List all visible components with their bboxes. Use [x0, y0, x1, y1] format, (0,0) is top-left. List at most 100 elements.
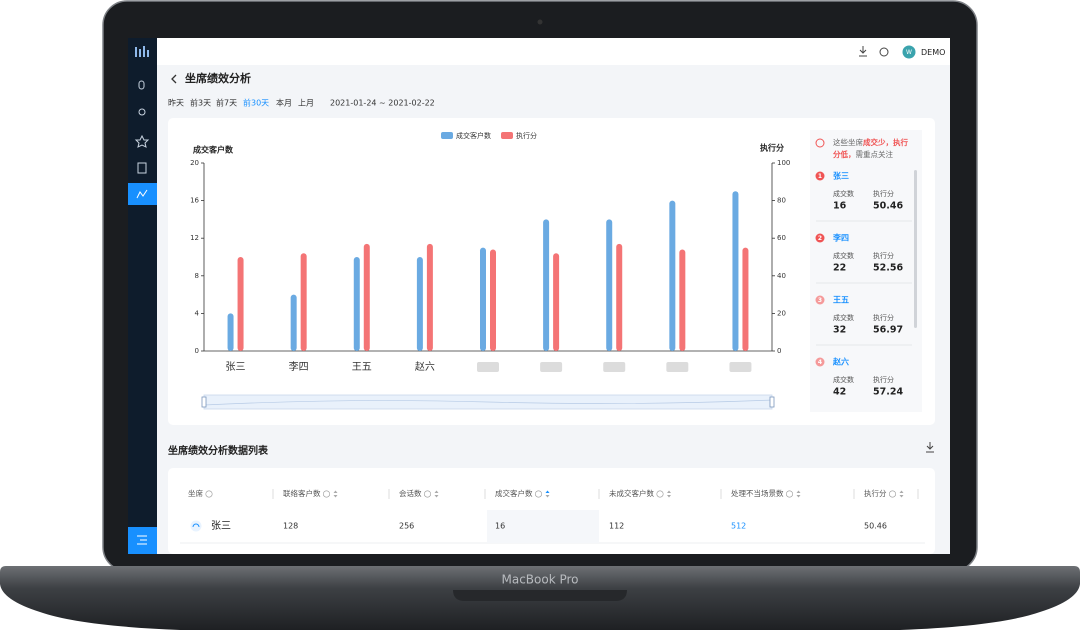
date-range[interactable]: 2021-01-24 ~ 2021-02-22: [330, 99, 435, 108]
bar[interactable]: [300, 253, 307, 351]
download-icon[interactable]: [859, 46, 867, 57]
bar[interactable]: [227, 313, 234, 351]
bar[interactable]: [606, 219, 613, 351]
bar[interactable]: [353, 257, 360, 351]
date-filter[interactable]: 昨天: [168, 98, 184, 108]
deals-label: 成交数: [833, 375, 854, 384]
column-header[interactable]: 成交客户数: [495, 488, 533, 498]
avatar[interactable]: [902, 45, 916, 59]
cell-link[interactable]: 512: [731, 522, 746, 531]
menu-icon: [137, 535, 147, 545]
blurred-label: [603, 362, 626, 372]
sort-icon[interactable]: [899, 495, 904, 498]
warning-icon: [815, 138, 825, 148]
blurred-label: [666, 362, 689, 372]
x-tick-label: 李四: [289, 360, 309, 373]
bar[interactable]: [669, 200, 676, 351]
nav-icon[interactable]: [138, 80, 145, 90]
y-axis-label: 成交客户数: [193, 145, 234, 155]
bar[interactable]: [742, 247, 749, 351]
sort-icon[interactable]: [545, 495, 550, 498]
deals-value: 22: [833, 263, 846, 274]
nav-icon: [136, 189, 148, 199]
bar[interactable]: [490, 249, 496, 351]
rank-number: 3: [818, 297, 822, 304]
cell: 256: [399, 522, 414, 531]
column-header[interactable]: 联络客户数: [283, 488, 321, 498]
date-filter[interactable]: 前30天: [243, 98, 269, 108]
column-header[interactable]: 未成交客户数: [609, 488, 654, 498]
sort-icon[interactable]: [545, 490, 550, 494]
sort-icon[interactable]: [434, 495, 439, 498]
table-download[interactable]: [926, 442, 934, 453]
bar[interactable]: [553, 253, 560, 351]
notice-text: 分低，: [833, 149, 856, 159]
score-label: 执行分: [873, 189, 894, 198]
x-tick-label: 赵六: [415, 360, 435, 373]
column-header[interactable]: 处理不当场景数: [731, 488, 784, 498]
user-name[interactable]: DEMO: [921, 48, 945, 57]
sort-icon[interactable]: [333, 495, 338, 498]
bar[interactable]: [237, 257, 244, 351]
sort-icon[interactable]: [667, 490, 671, 494]
back-button[interactable]: [171, 74, 177, 84]
bar[interactable]: [732, 191, 739, 351]
nav-icon[interactable]: [138, 108, 146, 116]
rank-number: 1: [818, 173, 822, 180]
bar[interactable]: [416, 257, 423, 351]
agent-name[interactable]: 赵六: [832, 357, 849, 367]
agent-name[interactable]: 张三: [833, 172, 849, 181]
deals-value: 42: [833, 387, 846, 398]
deals-label: 成交数: [833, 251, 854, 260]
rank-badge: [815, 295, 825, 305]
sort-icon[interactable]: [333, 490, 338, 494]
column-header[interactable]: 执行分: [864, 488, 887, 498]
slider-handle[interactable]: [769, 396, 775, 408]
agent-name[interactable]: 李四: [832, 233, 849, 243]
sort-icon[interactable]: [667, 495, 671, 498]
column-header[interactable]: 会话数: [399, 488, 422, 498]
deals-value: 16: [833, 201, 847, 212]
y2-tick-label: 0: [777, 347, 781, 355]
slider-preview: [203, 399, 773, 406]
sort-icon[interactable]: [434, 490, 439, 494]
date-filter[interactable]: 上月: [298, 99, 314, 108]
rank-number: 4: [818, 359, 822, 366]
bar[interactable]: [426, 243, 433, 351]
bar[interactable]: [679, 249, 686, 351]
agent-name[interactable]: 王五: [833, 296, 849, 305]
bar[interactable]: [363, 243, 370, 351]
help-icon: [785, 490, 793, 498]
cell: 张三: [211, 520, 231, 532]
notice-text: 需重点关注: [856, 149, 894, 159]
help-icon: [205, 490, 213, 498]
legend-label[interactable]: 成交客户数: [456, 131, 491, 140]
date-filter[interactable]: 前7天: [216, 98, 237, 108]
nav-active[interactable]: [128, 183, 157, 205]
bar[interactable]: [616, 243, 623, 351]
column-header[interactable]: 坐席: [188, 488, 203, 498]
legend-swatch[interactable]: [441, 132, 453, 139]
bar[interactable]: [480, 247, 486, 351]
bar[interactable]: [290, 294, 297, 351]
nav-icon[interactable]: [134, 134, 150, 148]
help-icon: [888, 490, 896, 498]
help-icon: [656, 490, 664, 498]
sort-icon[interactable]: [796, 490, 801, 494]
y-tick-label: 0: [195, 347, 199, 355]
date-filter[interactable]: 前3天: [190, 98, 211, 108]
date-filter[interactable]: 本月: [276, 98, 292, 108]
bar[interactable]: [543, 219, 550, 351]
rank-badge: [815, 171, 825, 181]
cell: 50.46: [864, 522, 887, 531]
legend-swatch[interactable]: [501, 132, 513, 139]
help-icon[interactable]: [879, 47, 889, 57]
y2-axis-label: 执行分: [760, 143, 784, 153]
sort-icon[interactable]: [899, 490, 904, 494]
slider-handle[interactable]: [201, 396, 207, 408]
nav-icon[interactable]: [137, 162, 147, 174]
sort-icon[interactable]: [796, 495, 801, 498]
legend-label[interactable]: 执行分: [516, 131, 537, 140]
ranking-panel: [810, 130, 922, 412]
